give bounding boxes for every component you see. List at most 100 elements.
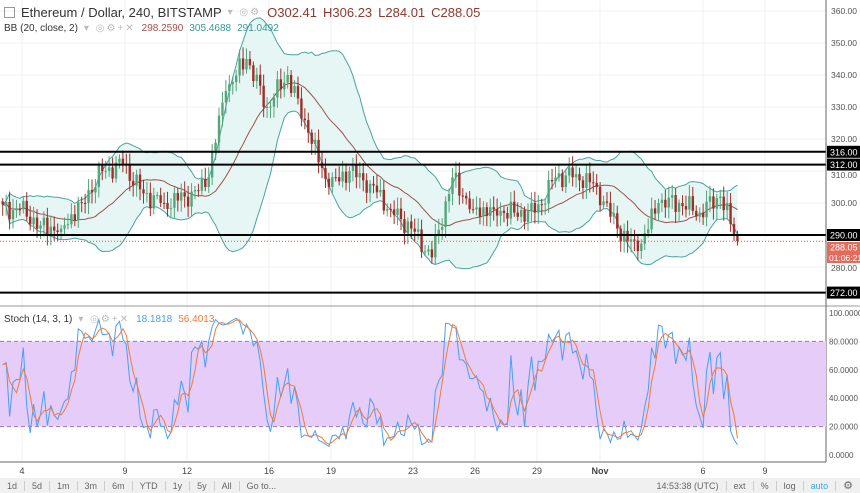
symbol-settings-icon[interactable]: ▾ ◎⚙	[227, 7, 262, 18]
bb-label[interactable]: BB (20, close, 2)	[4, 23, 78, 34]
bottom-toolbar: 1d 5d 1m 3m 6m YTD 1y 5y All Go to... 14…	[0, 478, 860, 493]
stoch-k-line	[2, 317, 738, 448]
candle-body	[344, 171, 348, 183]
candle-body	[478, 207, 482, 217]
candle-body	[722, 196, 725, 211]
candle-body	[458, 172, 461, 196]
stoch-tick-label: 40.0000	[829, 394, 858, 403]
candle-body	[111, 167, 114, 179]
candle-body	[485, 207, 489, 216]
candle-body	[259, 74, 262, 86]
level-label: 290.00	[830, 231, 858, 241]
candle-body	[70, 214, 73, 225]
candle-body	[66, 224, 70, 226]
goto-button[interactable]: Go to...	[246, 480, 277, 491]
candle-body	[331, 177, 334, 187]
clock[interactable]: 14:53:38 (UTC)	[650, 480, 727, 491]
candle-body	[228, 84, 231, 91]
candle-body	[423, 251, 427, 253]
range-5y[interactable]: 5y	[190, 480, 215, 491]
settings-gear-icon[interactable]: ⚙	[843, 479, 853, 492]
candle-body	[674, 195, 677, 212]
candle-body	[217, 115, 221, 143]
candle-body	[708, 196, 712, 202]
candle-body	[63, 225, 66, 229]
bb-legend: BB (20, close, 2) ▾ ◎⚙+✕ 298.2590 305.46…	[4, 23, 279, 34]
candle-body	[101, 165, 104, 171]
candle-body	[214, 142, 217, 151]
candle-body	[554, 177, 557, 182]
candle-body	[131, 180, 135, 186]
candle-body	[351, 164, 355, 171]
candle-body	[4, 201, 8, 205]
candle-body	[729, 202, 732, 225]
ohlc-high: H306.23	[323, 5, 373, 20]
candle-body	[265, 107, 269, 108]
candle-body	[543, 203, 547, 205]
range-ytd[interactable]: YTD	[133, 480, 166, 491]
symbol-title[interactable]: Ethereum / Dollar, 240, BITSTAMP	[21, 5, 222, 20]
x-tick-label: 9	[122, 466, 127, 476]
range-3m[interactable]: 3m	[78, 480, 106, 491]
candle-body	[97, 165, 101, 188]
candle-body	[204, 178, 207, 187]
candle-body	[732, 224, 736, 235]
range-all[interactable]: All	[215, 480, 240, 491]
collapse-icon[interactable]	[4, 7, 15, 18]
candle-body	[643, 233, 646, 244]
range-6m[interactable]: 6m	[105, 480, 133, 491]
candle-body	[454, 172, 458, 178]
bb-settings-icon[interactable]: ▾ ◎⚙+✕	[83, 23, 136, 34]
x-tick-label: 4	[19, 466, 24, 476]
candle-body	[138, 174, 142, 190]
percent-toggle[interactable]: %	[754, 480, 777, 491]
candle-body	[368, 183, 372, 193]
candle-body	[303, 118, 307, 121]
range-5d[interactable]: 5d	[25, 480, 51, 491]
candle-body	[231, 82, 234, 85]
candle-body	[406, 221, 410, 234]
stoch-d-value: 56.4013	[178, 314, 215, 325]
candle-body	[348, 171, 351, 183]
candle-body	[11, 210, 15, 220]
candle-body	[499, 210, 502, 216]
candle-body	[581, 180, 585, 188]
candle-body	[53, 226, 56, 231]
stoch-settings-icon[interactable]: ▾ ◎⚙+✕	[78, 314, 131, 325]
candle-body	[633, 239, 636, 241]
candle-body	[533, 202, 537, 213]
candle-body	[502, 210, 506, 214]
auto-toggle[interactable]: auto	[804, 480, 837, 491]
range-1m[interactable]: 1m	[50, 480, 78, 491]
stoch-label[interactable]: Stoch (14, 3, 1)	[4, 314, 73, 325]
candle-body	[355, 164, 358, 178]
stoch-d-line	[2, 319, 738, 445]
candle-body	[18, 209, 22, 211]
stoch-k-value: 18.1818	[136, 314, 173, 325]
candle-body	[461, 195, 464, 197]
stoch-band	[0, 341, 826, 427]
candle-body	[437, 229, 440, 235]
candle-body	[241, 58, 245, 70]
candle-body	[526, 211, 530, 222]
candle-body	[22, 200, 25, 210]
range-1d[interactable]: 1d	[0, 480, 26, 491]
candle-body	[8, 201, 11, 220]
candle-body	[156, 195, 159, 197]
ext-toggle[interactable]: ext	[727, 480, 754, 491]
level-label-bg	[827, 286, 860, 299]
last-price-bg	[827, 242, 860, 253]
candle-body	[444, 201, 447, 227]
candle-body	[382, 189, 386, 211]
candle-body	[386, 208, 389, 211]
candle-body	[94, 187, 97, 193]
candle-body	[568, 167, 571, 176]
candle-body	[564, 175, 567, 188]
range-1y[interactable]: 1y	[166, 480, 191, 491]
log-toggle[interactable]: log	[777, 480, 804, 491]
candle-body	[145, 192, 149, 194]
candle-body	[87, 190, 90, 204]
candle-body	[173, 193, 176, 208]
